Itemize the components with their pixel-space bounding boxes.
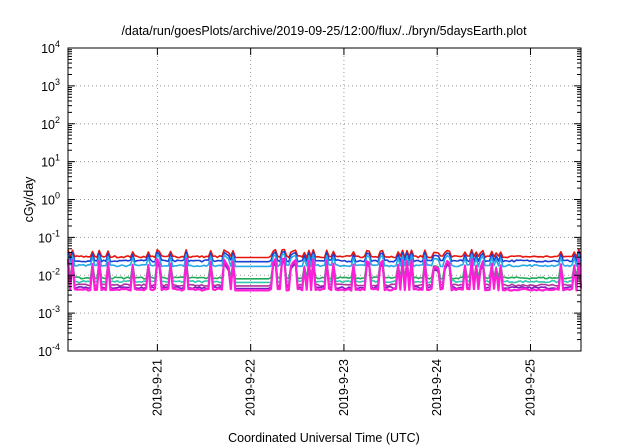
y-tick-label: 104 <box>41 39 60 56</box>
series-line <box>67 251 582 263</box>
y-axis-label: cGy/day <box>22 176 36 223</box>
y-tick-label: 10-1 <box>38 228 60 245</box>
x-tick-label: 2019-9-22 <box>244 359 258 416</box>
x-axis-ticks: 2019-9-21 2019-9-22 2019-9-23 2019-9-24 2019… <box>150 48 537 416</box>
chart-title: /data/run/goesPlots/archive/2019-09-25/1… <box>121 24 527 38</box>
y-tick-label: 10-2 <box>38 266 60 283</box>
series-line <box>67 253 582 268</box>
x-tick-label: 2019-9-23 <box>337 359 351 416</box>
y-tick-label: 103 <box>41 77 60 94</box>
x-axis-label: Coordinated Universal Time (UTC) <box>228 431 420 445</box>
y-tick-label: 100 <box>41 191 60 208</box>
x-tick-label: 2019-9-21 <box>150 359 164 416</box>
y-tick-label: 10-4 <box>38 342 60 359</box>
x-tick-label: 2019-9-25 <box>523 359 537 416</box>
series-layer <box>66 248 583 292</box>
x-tick-label: 2019-9-24 <box>430 359 444 416</box>
y-axis-ticks: 10-4 10-3 10-2 10-1 100 101 102 103 104 <box>38 39 581 359</box>
series-line <box>67 248 582 259</box>
y-tick-label: 10-3 <box>38 304 60 321</box>
y-tick-label: 102 <box>41 115 60 132</box>
grid <box>68 48 581 351</box>
series-line <box>66 257 583 292</box>
y-tick-label: 101 <box>41 153 60 170</box>
